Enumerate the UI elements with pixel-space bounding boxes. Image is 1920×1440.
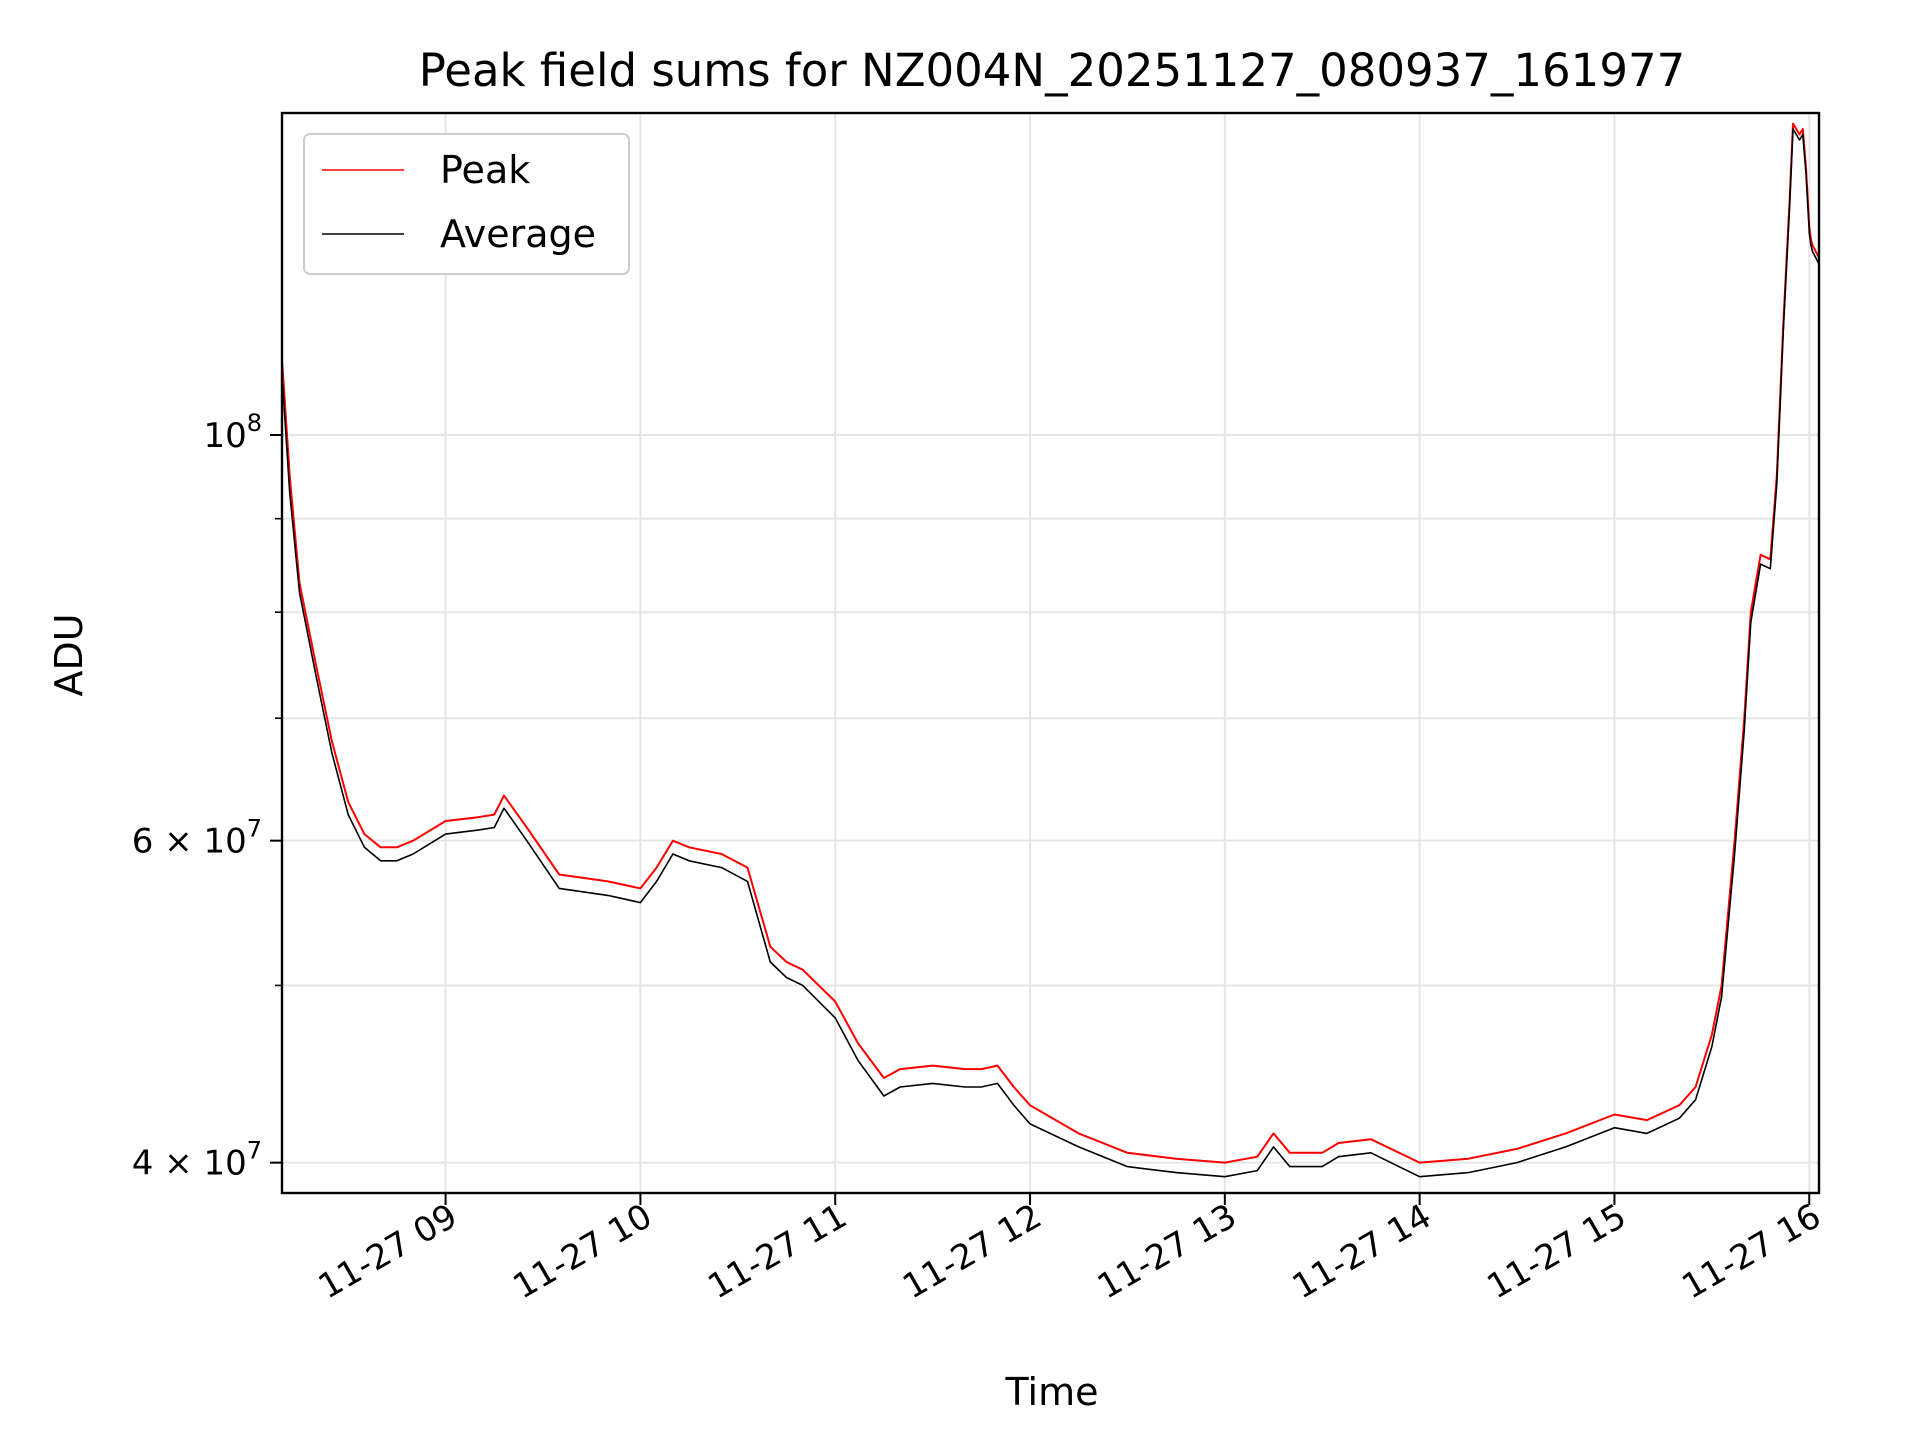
y-tick-label: 108 xyxy=(203,409,262,456)
grid xyxy=(282,113,1819,1193)
y-tick-label: 6 × 107 xyxy=(132,815,262,862)
legend-label-peak: Peak xyxy=(440,148,530,192)
plot-frame xyxy=(280,111,1821,1195)
y-tick-label: 4 × 107 xyxy=(132,1137,262,1184)
legend-box xyxy=(303,133,630,275)
y-axis: 4 × 107 6 × 107 108 xyxy=(132,409,282,1184)
chart-title: Peak field sums for NZ004N_20251127_0809… xyxy=(419,44,1685,97)
legend-label-average: Average xyxy=(440,212,596,256)
x-axis-label: Time xyxy=(1005,1370,1099,1414)
plot-lines xyxy=(281,122,1820,1178)
series-line-average xyxy=(281,128,1820,1178)
y-axis-label: ADU xyxy=(47,613,91,696)
legend: Peak Average xyxy=(303,133,630,275)
